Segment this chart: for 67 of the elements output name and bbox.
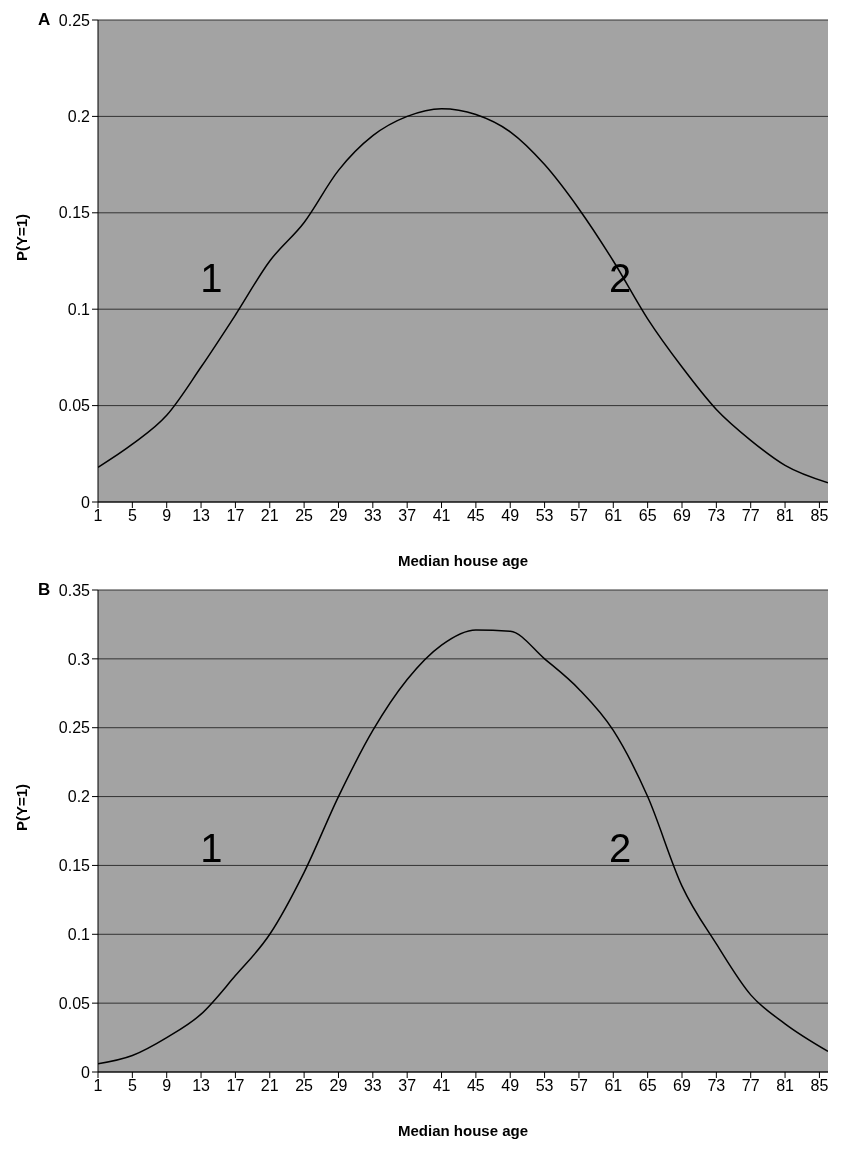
y-tick-label: 0.25 <box>58 11 91 29</box>
x-tick-label: 17 <box>226 1077 245 1095</box>
x-tick-label: 61 <box>604 1077 623 1095</box>
chart-title: A <box>38 10 51 30</box>
x-tick-label: 25 <box>295 507 314 525</box>
y-tick-label: 0.1 <box>67 300 91 318</box>
annotation: 1 <box>200 826 223 870</box>
x-tick-label: 65 <box>638 1077 657 1095</box>
x-tick-label: 5 <box>127 1077 137 1095</box>
y-axis-title: P(Y=1) <box>13 213 31 261</box>
x-tick-label: 13 <box>192 1077 211 1095</box>
x-tick-label: 77 <box>741 507 760 525</box>
x-tick-label: 81 <box>776 1077 795 1095</box>
x-tick-label: 29 <box>329 1077 348 1095</box>
x-tick-label: 25 <box>295 1077 314 1095</box>
x-tick-label: 73 <box>707 507 726 525</box>
x-tick-label: 49 <box>501 1077 520 1095</box>
x-tick-label: 37 <box>398 1077 417 1095</box>
y-tick-label: 0.2 <box>67 108 91 126</box>
x-tick-label: 21 <box>260 507 279 525</box>
x-tick-label: 61 <box>604 507 623 525</box>
x-tick-label: 13 <box>192 507 211 525</box>
x-tick-label: 69 <box>673 1077 691 1095</box>
x-tick-label: 73 <box>707 1077 726 1095</box>
y-tick-label: 0.05 <box>58 994 91 1012</box>
x-tick-label: 1 <box>93 1077 103 1095</box>
y-tick-label: 0.25 <box>58 719 91 737</box>
x-tick-label: 69 <box>673 507 691 525</box>
y-tick-label: 0.2 <box>67 788 91 806</box>
x-tick-label: 33 <box>363 507 382 525</box>
x-tick-label: 65 <box>638 507 657 525</box>
x-tick-label: 85 <box>810 507 829 525</box>
y-tick-label: 0.15 <box>58 204 91 222</box>
y-tick-label: 0.1 <box>67 925 91 943</box>
y-tick-label: 0 <box>81 493 91 511</box>
x-tick-label: 5 <box>127 507 137 525</box>
x-tick-label: 49 <box>501 507 520 525</box>
annotation: 1 <box>200 256 223 300</box>
x-tick-label: 85 <box>810 1077 829 1095</box>
y-tick-label: 0.15 <box>58 857 91 875</box>
x-tick-label: 9 <box>162 1077 172 1095</box>
y-tick-label: 0.35 <box>58 581 91 599</box>
chart-title: B <box>38 580 51 600</box>
x-tick-label: 57 <box>570 1077 588 1095</box>
x-axis-title: Median house age <box>397 1122 529 1139</box>
annotation: 2 <box>609 826 632 870</box>
x-axis-title: Median house age <box>397 552 529 569</box>
y-tick-label: 0 <box>81 1063 91 1081</box>
x-tick-label: 53 <box>535 507 554 525</box>
x-tick-label: 37 <box>398 507 417 525</box>
y-tick-label: 0.3 <box>67 650 91 668</box>
y-tick-label: 0.05 <box>58 397 91 415</box>
x-tick-label: 81 <box>776 507 795 525</box>
x-tick-label: 57 <box>570 507 588 525</box>
x-tick-label: 53 <box>535 1077 554 1095</box>
x-tick-label: 41 <box>432 1077 451 1095</box>
x-tick-label: 29 <box>329 507 348 525</box>
x-tick-label: 45 <box>466 1077 485 1095</box>
x-tick-label: 33 <box>363 1077 382 1095</box>
x-tick-label: 77 <box>741 1077 760 1095</box>
x-tick-label: 21 <box>260 1077 279 1095</box>
x-tick-label: 9 <box>162 507 172 525</box>
x-tick-label: 45 <box>466 507 485 525</box>
x-tick-label: 1 <box>93 507 103 525</box>
x-tick-label: 41 <box>432 507 451 525</box>
y-axis-title: P(Y=1) <box>13 783 31 831</box>
x-tick-label: 17 <box>226 507 245 525</box>
